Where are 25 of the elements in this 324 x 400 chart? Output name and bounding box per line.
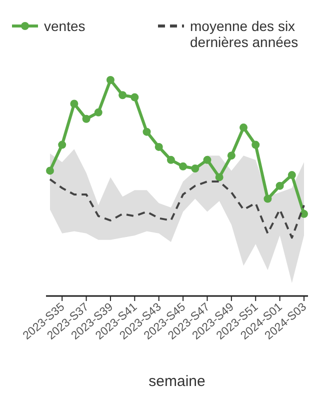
point: [215, 173, 224, 182]
point: [264, 194, 272, 203]
point: [300, 210, 308, 218]
point: [191, 164, 200, 173]
point: [82, 114, 90, 123]
legend-label: ventes: [44, 18, 86, 34]
point: [288, 171, 296, 180]
point: [106, 76, 114, 84]
point: [46, 166, 54, 175]
point: [94, 108, 102, 116]
point: [179, 162, 188, 170]
point: [154, 142, 163, 151]
point: [142, 128, 151, 136]
point: [203, 156, 212, 164]
point: [252, 140, 260, 149]
point: [166, 156, 175, 164]
point: [240, 124, 248, 132]
x-axis-title: semaine: [148, 373, 206, 390]
point: [118, 91, 127, 100]
point: [227, 152, 236, 160]
legend-label: moyenne des six dernières années: [190, 18, 298, 50]
point: [276, 182, 284, 190]
point: [70, 100, 78, 108]
point: [58, 140, 66, 149]
point: [130, 93, 139, 102]
